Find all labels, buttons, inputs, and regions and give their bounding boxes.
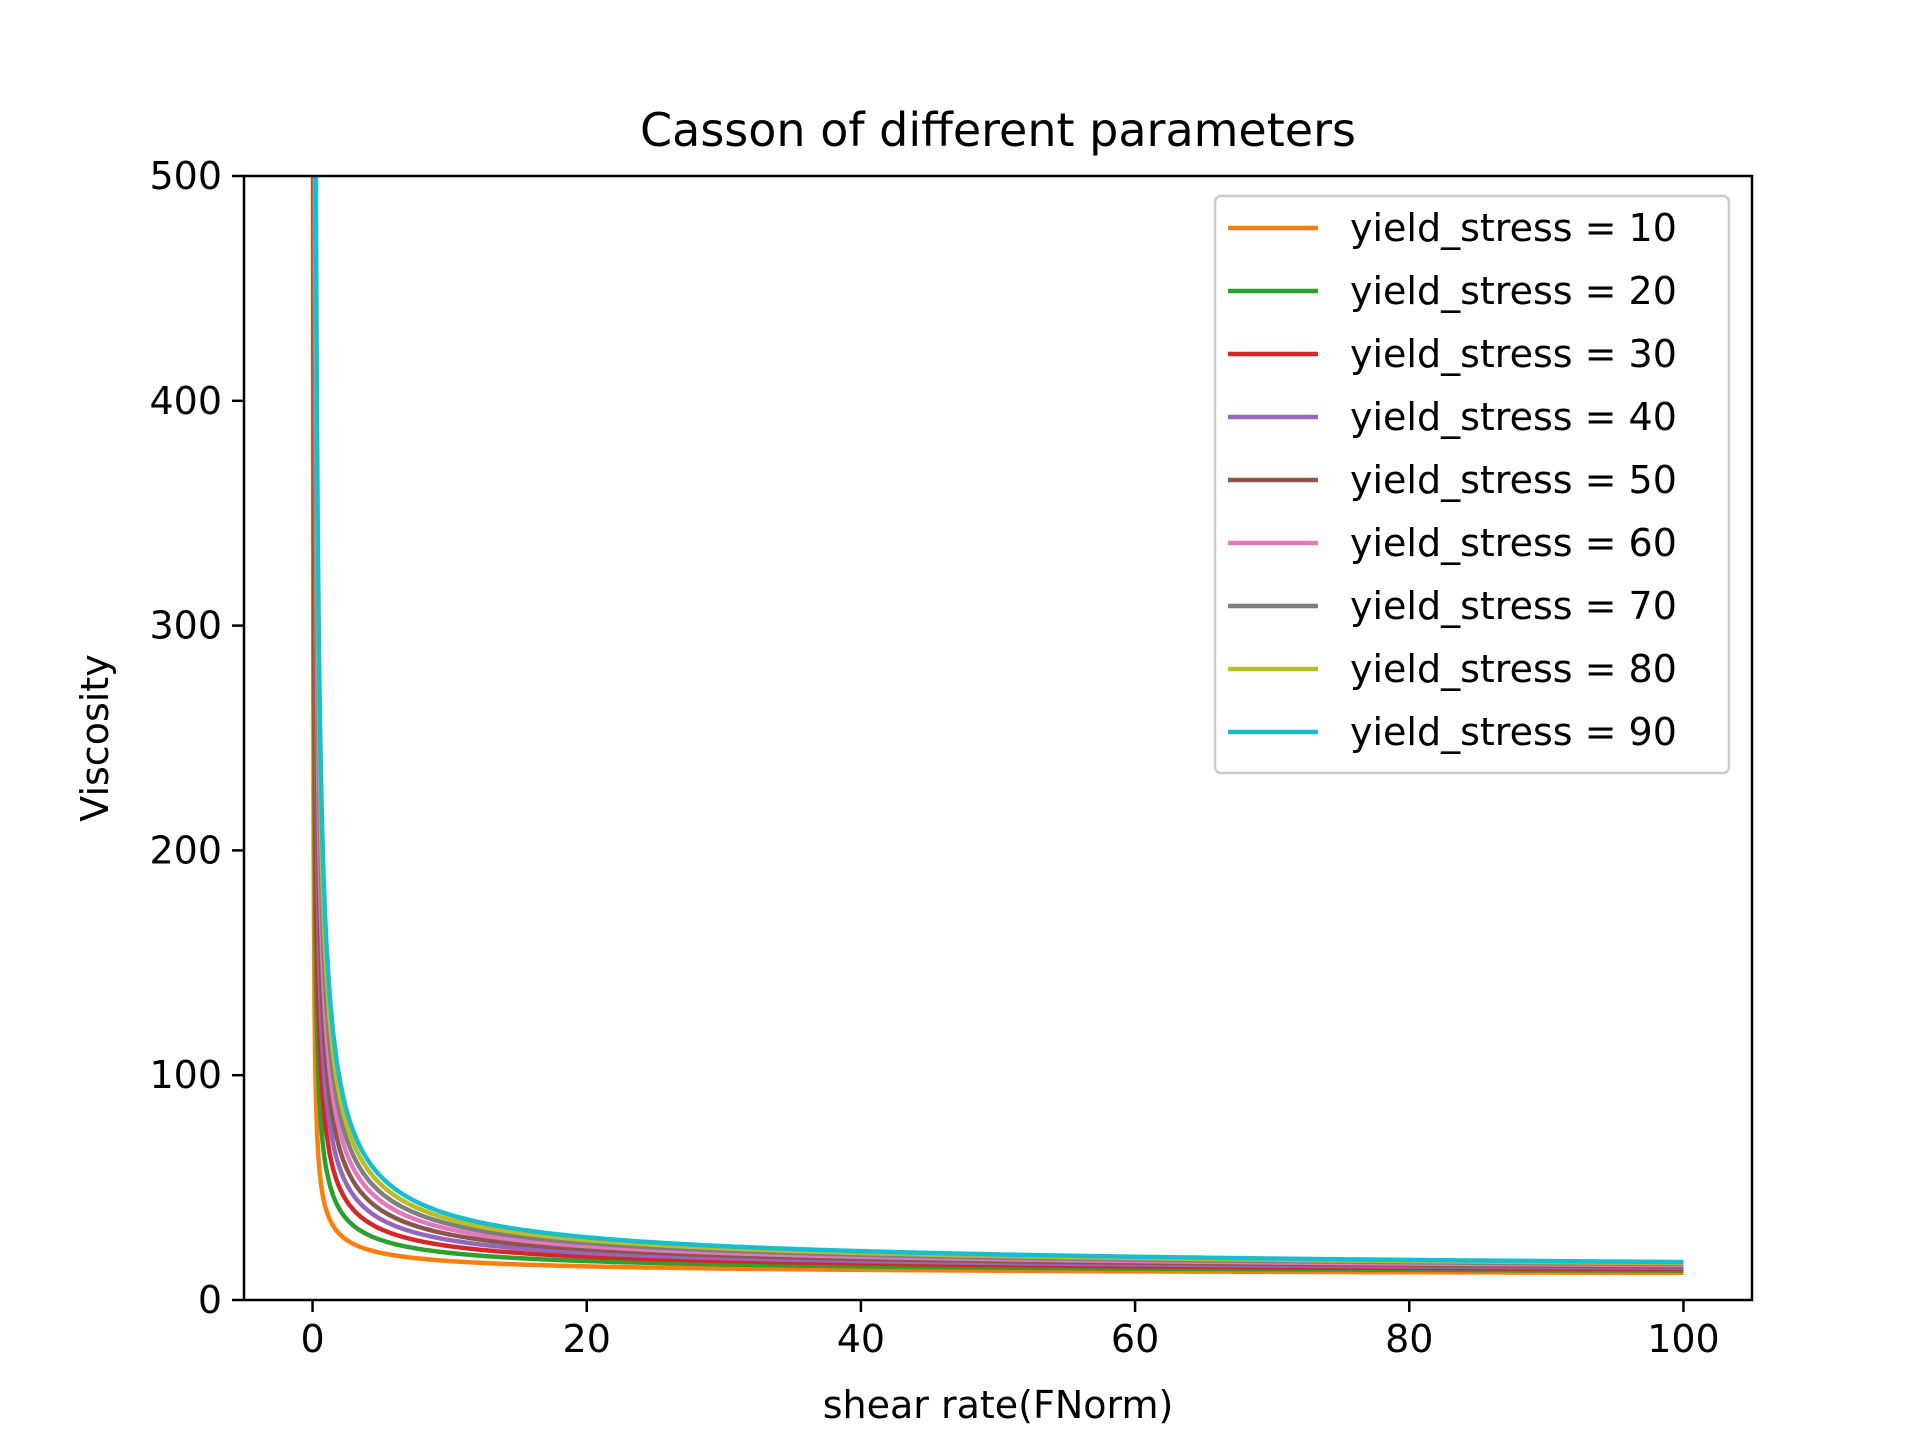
legend-label: yield_stress = 40	[1350, 395, 1677, 439]
legend-frame	[1213, 194, 1731, 775]
y-tick-label: 500	[149, 154, 222, 198]
x-tick-label: 60	[1111, 1317, 1159, 1361]
legend-label: yield_stress = 70	[1350, 584, 1677, 628]
x-tick-label: 0	[300, 1317, 324, 1361]
x-tick-label: 80	[1385, 1317, 1433, 1361]
y-tick-label: 400	[149, 379, 222, 423]
legend-label: yield_stress = 10	[1350, 206, 1677, 250]
series-layer	[310, 176, 1684, 1276]
legend-label: yield_stress = 30	[1350, 332, 1677, 376]
x-tick-label: 100	[1647, 1317, 1720, 1361]
legend-label: yield_stress = 90	[1350, 710, 1677, 754]
x-tick-label: 20	[563, 1317, 611, 1361]
y-tick-label: 0	[198, 1278, 222, 1322]
series-line	[313, 176, 1684, 1265]
legend-label: yield_stress = 80	[1350, 647, 1677, 691]
y-tick-label: 300	[149, 604, 222, 648]
x-axis-label: shear rate(FNorm)	[823, 1383, 1174, 1427]
chart-title: Casson of different parameters	[640, 103, 1356, 157]
legend-label: yield_stress = 20	[1350, 269, 1677, 313]
legend-label: yield_stress = 50	[1350, 458, 1677, 502]
y-axis-label: Viscosity	[73, 654, 117, 821]
legend-label: yield_stress = 60	[1350, 521, 1677, 565]
y-tick-label: 100	[149, 1053, 222, 1097]
y-tick-label: 200	[149, 828, 222, 872]
x-axis: 0 20 40 60 80 100	[300, 1300, 1720, 1361]
y-axis: 0 100 200 300 400 500	[149, 154, 244, 1322]
plot-frame	[242, 174, 1754, 1302]
legend: yield_stress = 10 yield_stress = 20 yield_…	[1213, 194, 1731, 775]
x-tick-label: 40	[837, 1317, 885, 1361]
